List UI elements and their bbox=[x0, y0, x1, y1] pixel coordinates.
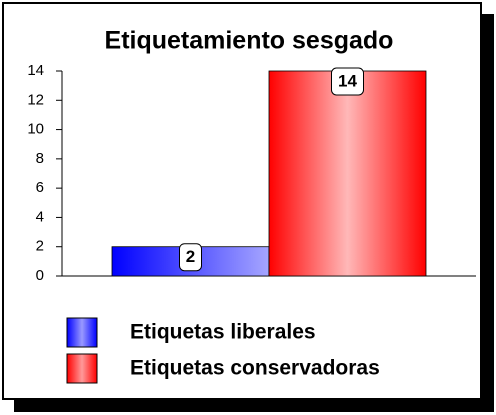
y-tick-label: 6 bbox=[36, 179, 44, 196]
data-label-box bbox=[179, 243, 202, 272]
y-tick-label: 4 bbox=[36, 208, 44, 225]
y-tick-label: 0 bbox=[36, 267, 44, 284]
y-tick-label: 12 bbox=[27, 91, 44, 108]
legend-swatch bbox=[66, 317, 98, 348]
legend-swatch bbox=[66, 353, 98, 384]
y-tick-label: 8 bbox=[36, 150, 44, 167]
bar bbox=[268, 70, 427, 277]
y-tick-label: 14 bbox=[27, 62, 44, 79]
data-label-box bbox=[331, 67, 364, 96]
y-tick-label: 10 bbox=[27, 121, 44, 138]
chart-title: Etiquetamiento sesgado bbox=[105, 27, 394, 55]
legend-label: Etiquetas liberales bbox=[130, 321, 316, 344]
data-label: 14 bbox=[338, 71, 357, 90]
data-label: 2 bbox=[186, 247, 195, 266]
y-tick-label: 2 bbox=[36, 238, 44, 255]
legend-label: Etiquetas conservadoras bbox=[130, 357, 380, 380]
